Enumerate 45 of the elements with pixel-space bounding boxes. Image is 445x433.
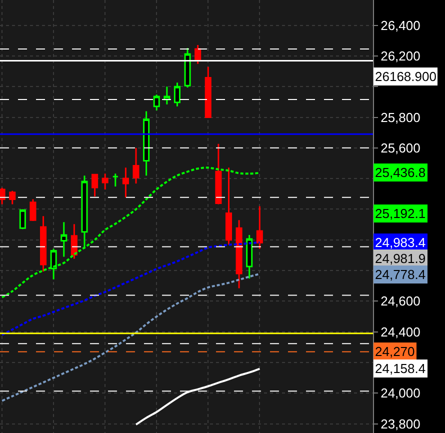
candlestick (92, 173, 98, 198)
candlestick (60, 221, 68, 258)
text: 24,778.4 (375, 267, 426, 282)
candlestick (215, 143, 222, 206)
y-tick-label: 26,400 (380, 18, 420, 33)
candlestick (30, 198, 36, 222)
candlestick (50, 248, 57, 280)
candlestick (236, 219, 242, 290)
candlestick (102, 172, 108, 190)
candlestick (194, 44, 202, 65)
line-series (1, 272, 261, 402)
candlestick (9, 190, 16, 206)
text: 25,436.8 (375, 165, 426, 180)
text: 24,983.4 (375, 235, 426, 250)
candlestick (112, 172, 119, 188)
ref-line-label: 24,270 (375, 344, 415, 359)
text: 24,158.4 (375, 361, 426, 376)
line-series (1, 241, 261, 336)
y-tick-label: 24,000 (380, 386, 420, 401)
candlestick (143, 110, 150, 176)
candlestick (174, 82, 180, 108)
candlestick (0, 187, 6, 206)
candlestick (184, 47, 191, 88)
candlestick (81, 174, 88, 250)
y-tick-label: 25,800 (380, 110, 420, 125)
candlestick (164, 86, 170, 106)
y-tick-label: 26,200 (380, 48, 420, 64)
candlestick (246, 234, 253, 280)
candlestick (153, 94, 160, 112)
y-tick-label: 24,600 (380, 294, 420, 309)
candlestick (225, 166, 232, 246)
candlestick (256, 206, 263, 250)
candlestick (40, 215, 47, 272)
text: 25,192.1 (375, 206, 426, 221)
candlestick (70, 223, 78, 260)
ref-line-label: 26168.900 (375, 69, 436, 84)
y-tick-label: 23,800 (380, 416, 420, 432)
candlestick (122, 166, 129, 198)
y-tick-label: 24,400 (380, 324, 420, 340)
candlestick (19, 208, 26, 230)
line-series (1, 166, 261, 298)
y-tick-label: 25,600 (380, 140, 420, 156)
candlestick (132, 147, 140, 184)
text: 24,981.9 (375, 251, 426, 266)
candlestick (204, 66, 212, 118)
